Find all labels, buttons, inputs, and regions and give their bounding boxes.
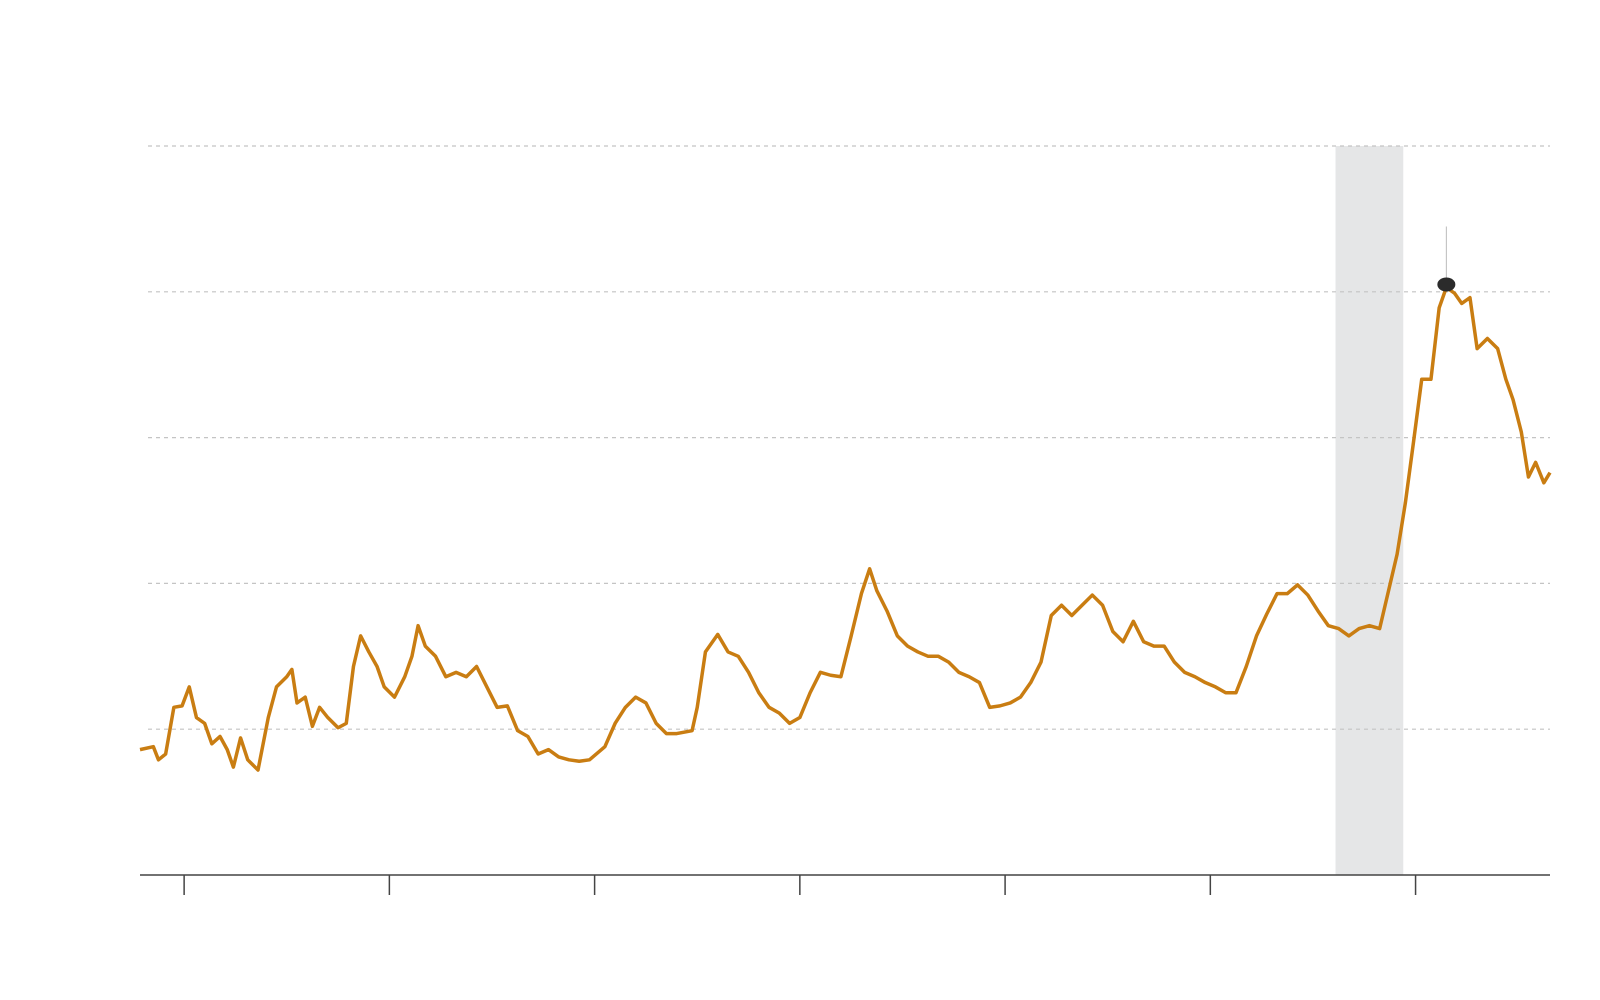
shaded-period bbox=[1335, 146, 1404, 875]
data-line bbox=[139, 285, 1552, 772]
highlight-point bbox=[1437, 277, 1456, 292]
